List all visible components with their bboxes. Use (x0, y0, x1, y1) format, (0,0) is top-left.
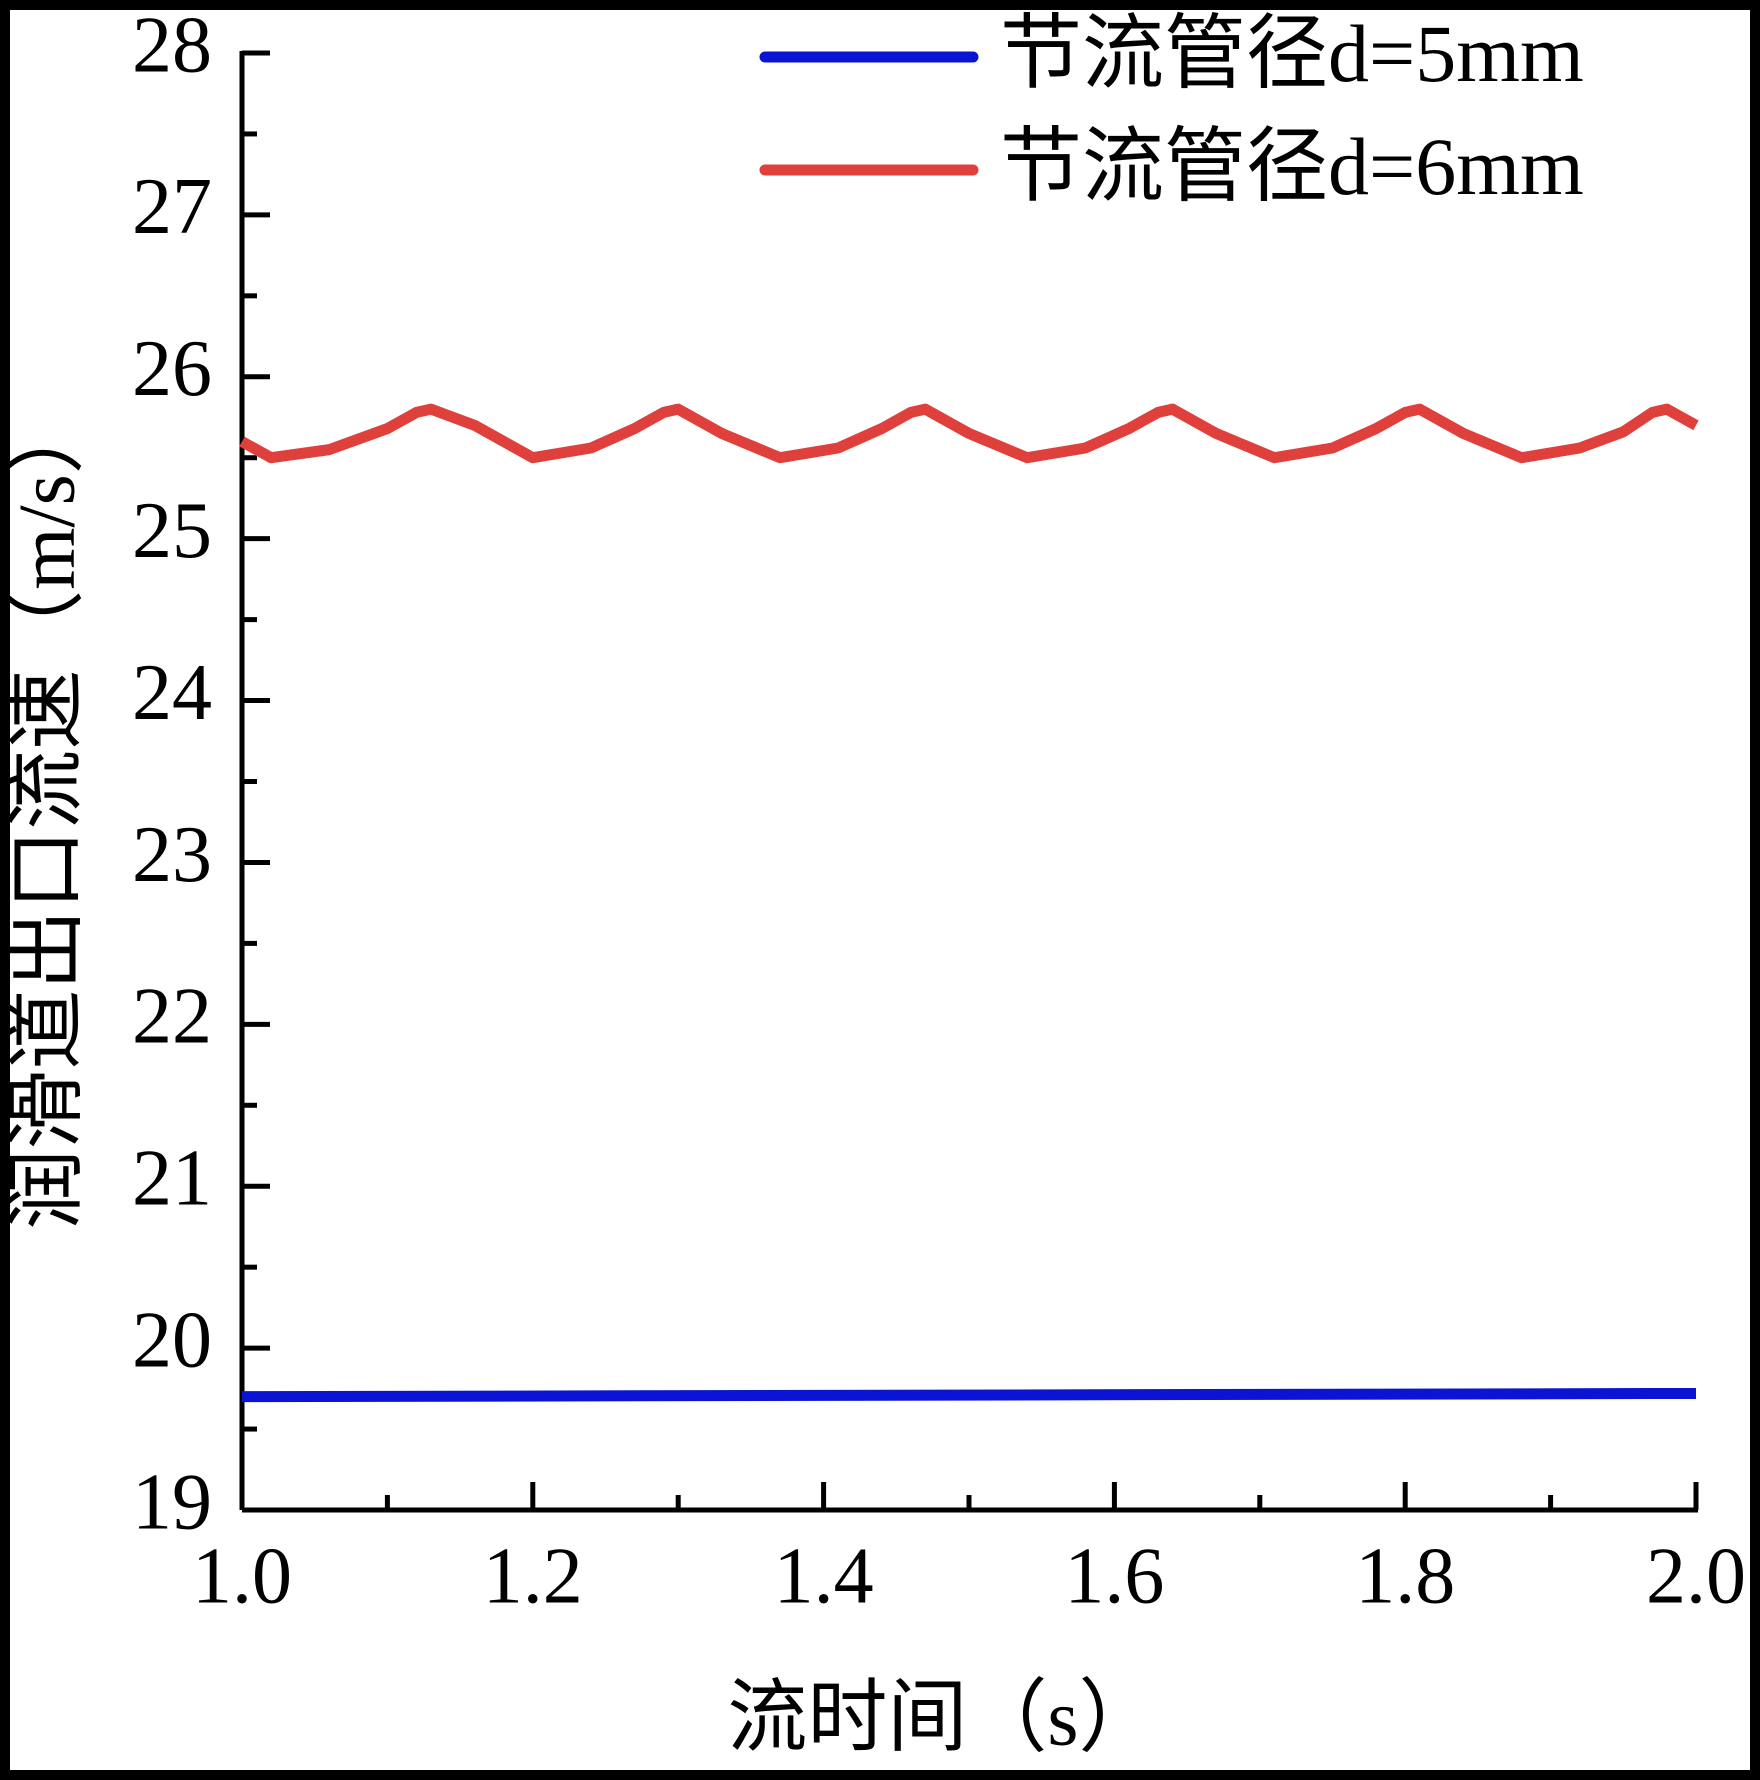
legend-label: 节流管径d=6mm (1000, 121, 1584, 212)
y-tick-label: 19 (132, 1458, 212, 1546)
y-axis-title: 润滑道出口流速（m/s） (3, 394, 91, 1230)
x-tick-label: 2.0 (1646, 1532, 1746, 1620)
x-tick-label: 1.0 (192, 1532, 292, 1620)
y-tick-label: 23 (132, 811, 212, 899)
legend-label: 节流管径d=5mm (1000, 8, 1584, 99)
y-tick-label: 27 (132, 163, 212, 251)
x-tick-label: 1.8 (1355, 1532, 1455, 1620)
series-line (241, 1387, 1697, 1403)
y-tick-label: 25 (132, 487, 212, 575)
y-tick-label: 22 (132, 973, 212, 1061)
x-tick-label: 1.2 (483, 1532, 583, 1620)
y-tick-label: 26 (132, 325, 212, 413)
x-axis-title: 流时间（s） (727, 1674, 1158, 1762)
x-tick-label: 1.6 (1064, 1532, 1164, 1620)
y-tick-label: 21 (132, 1135, 212, 1223)
x-tick-label: 1.4 (774, 1532, 874, 1620)
y-tick-label: 24 (132, 649, 212, 737)
y-tick-label: 20 (132, 1296, 212, 1384)
series-line (239, 403, 1699, 464)
y-tick-label: 28 (132, 1, 212, 89)
